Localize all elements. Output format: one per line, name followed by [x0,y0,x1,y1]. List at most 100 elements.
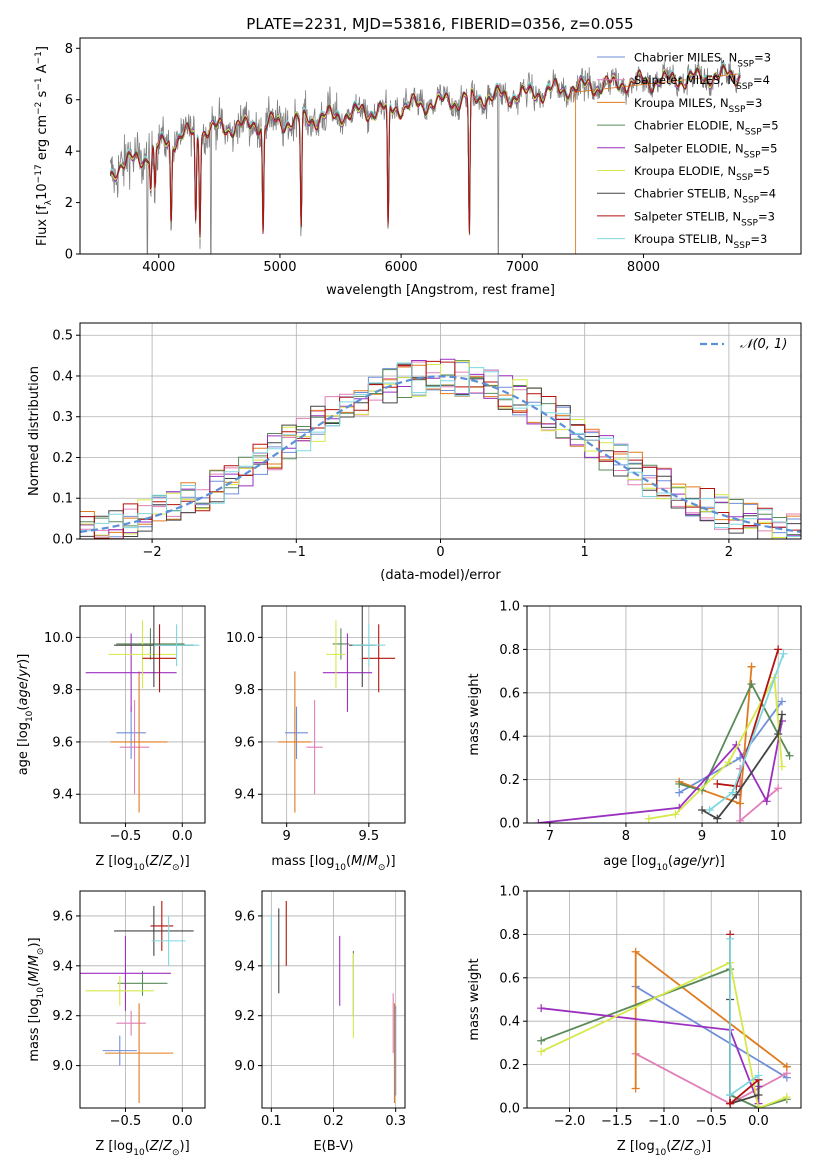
ebv-mass-axes: 0.1 0.2 0.3 9.0 9.2 9.4 9.6 E(B-V) [234,890,406,1154]
x-tick-label: 4000 [142,260,175,275]
x-axis-label: Z [log10(Z/Z⊙)] [95,1139,189,1158]
label-part: Z [log [95,854,133,869]
label-part: Chabrier ELODIE, N [634,119,745,133]
y-tick-label: 1.0 [499,600,520,615]
x-tick-label: 0.0 [748,1114,769,1129]
legend-label: Kroupa ELODIE, NSSP=5 [634,164,770,183]
weight-point [713,779,722,788]
weight-point [779,649,788,658]
y-tick-label: 9.2 [234,1009,255,1024]
y-axis-label: mass weight [467,958,482,1040]
y-tick-label: 6 [65,93,73,108]
histogram-series [80,362,801,539]
label-part: Z [log [95,1139,133,1154]
label-part: 10 [25,710,35,722]
figure-title: PLATE=2231, MJD=53816, FIBERID=0356, z=0… [246,15,633,33]
label-part: Chabrier STELIB, N [634,187,742,201]
legend-label: 𝒩(0, 1) [740,337,787,352]
weight-point [754,1090,763,1099]
label-part: wavelength [Angstrom, rest frame] [326,283,555,298]
age-weight-panel: 7 8 9 10 0.0 0.2 0.4 0.6 0.8 1.0 mass weight age [l… [467,600,802,873]
label-part: / [159,854,164,869]
y-tick-label: 9.0 [52,1059,73,1074]
y-tick-label: 1.0 [499,885,520,900]
label-part: s [35,90,50,101]
label-part: Kroupa ELODIE, N [634,164,736,178]
label-part: =5 [753,164,770,178]
y-tick-label: 9.6 [234,735,255,750]
legend-label: Chabrier ELODIE, NSSP=5 [634,119,779,138]
y-tick-label: 0.3 [52,410,73,425]
weight-series [541,1007,760,1105]
weight-point [537,1036,546,1045]
label-part: SSP [737,60,754,70]
x-tick-label: 8000 [627,260,660,275]
label-part: age [log [16,722,31,775]
label-part: )] [701,1139,711,1154]
weight-point [534,819,543,823]
z-weight-axes: −2.0 −1.5 −1.0 −0.5 0.0 0.0 0.2 0.4 0.6 0.8 1.0 mas… [467,885,802,1158]
y-tick-label: 9.4 [52,788,73,803]
weight-point [537,1047,546,1056]
mass-age-frame [261,605,406,824]
weight-point [736,816,745,823]
y-tick-label: 0.4 [499,1015,520,1030]
weight-point [698,805,707,814]
y-axis-label: Normed distribution [27,366,42,496]
y-axis-label: mass [log10(M/M⊙)] [27,937,46,1061]
x-axis-label: Z [log10(Z/Z⊙)] [95,854,189,873]
label-part: SSP [736,173,753,183]
label-part: SSP [745,128,762,138]
weight-point [644,814,653,823]
label-part: ( [346,854,351,869]
y-tick-label: 0 [65,248,73,263]
label-part: M [367,854,378,869]
legend-label: Chabrier MILES, NSSP=3 [634,51,771,70]
y-tick-label: 0.4 [499,730,520,745]
x-tick-label: 7000 [506,260,539,275]
label-part: ⊙ [378,863,386,873]
label-part: ⊙ [172,1148,180,1158]
label-part: M [27,971,42,982]
label-part: =3 [750,232,767,246]
x-tick-label: −2.0 [554,1114,586,1129]
x-tick-label: 0.1 [261,1114,282,1129]
label-part: yr [16,662,31,678]
label-part: ⊙ [693,1148,701,1158]
spectrum-data [109,57,741,254]
weight-series [540,961,788,1108]
z-weight-panel: −2.0 −1.5 −1.0 −0.5 0.0 0.0 0.2 0.4 0.6 0.8 1.0 mas… [467,885,802,1158]
y-tick-label: 0.8 [499,928,520,943]
y-tick-label: 9.4 [234,788,255,803]
label-part: −2 [34,102,44,115]
x-axis-label: E(B-V) [313,1139,353,1154]
label-part: )] [715,854,725,869]
x-tick-label: 2 [725,545,733,560]
label-part: / [159,1139,164,1154]
label-part: ( [145,1139,150,1154]
label-part: ( [27,982,42,987]
label-part: λ [44,199,54,205]
label-part: Z [149,854,160,869]
weight-point [728,788,737,797]
weight-point [726,934,735,943]
model-spectrum [109,61,741,235]
label-part: M [351,854,362,869]
y-tick-label: 2 [65,196,73,211]
x-tick-label: −1.5 [601,1114,633,1129]
weight-point [762,797,771,806]
label-part: Z [684,1139,695,1154]
weight-point [782,1062,791,1071]
weight-point [754,1104,763,1108]
weight-point [537,1004,546,1013]
label-part: =5 [762,119,779,133]
label-part: )] [27,937,42,947]
weight-point [747,680,756,689]
label-part: ] [35,46,50,51]
x-tick-label: 6000 [385,260,418,275]
label-part: mass weight [467,958,482,1040]
